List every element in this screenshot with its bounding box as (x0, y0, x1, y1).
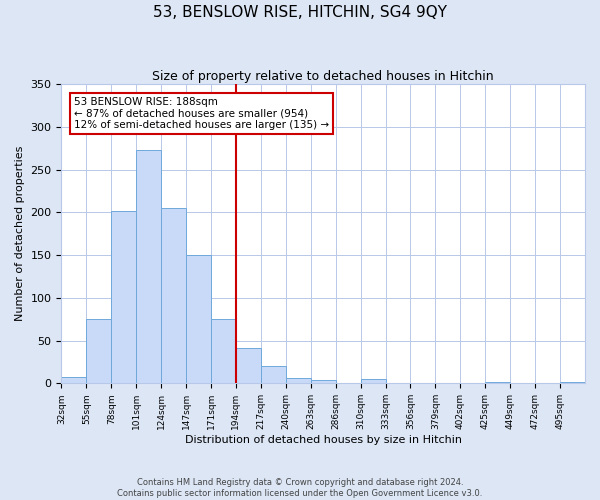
Bar (161, 208, 186, 384)
Bar (286, 378, 311, 384)
Bar (361, 379, 386, 384)
X-axis label: Distribution of detached houses by size in Hitchin: Distribution of detached houses by size … (185, 435, 462, 445)
Bar (86, 319, 111, 384)
Bar (186, 255, 211, 384)
Bar (236, 348, 261, 384)
Y-axis label: Number of detached properties: Number of detached properties (15, 146, 25, 322)
Text: 53, BENSLOW RISE, HITCHIN, SG4 9QY: 53, BENSLOW RISE, HITCHIN, SG4 9QY (153, 5, 447, 20)
Bar (61, 378, 86, 384)
Bar (136, 150, 161, 384)
Bar (261, 366, 286, 384)
Text: 53 BENSLOW RISE: 188sqm
← 87% of detached houses are smaller (954)
12% of semi-d: 53 BENSLOW RISE: 188sqm ← 87% of detache… (74, 97, 329, 130)
Text: Contains HM Land Registry data © Crown copyright and database right 2024.
Contai: Contains HM Land Registry data © Crown c… (118, 478, 482, 498)
Bar (111, 210, 136, 384)
Bar (485, 382, 510, 384)
Bar (311, 380, 335, 384)
Title: Size of property relative to detached houses in Hitchin: Size of property relative to detached ho… (152, 70, 494, 83)
Bar (211, 319, 236, 384)
Bar (560, 382, 585, 384)
